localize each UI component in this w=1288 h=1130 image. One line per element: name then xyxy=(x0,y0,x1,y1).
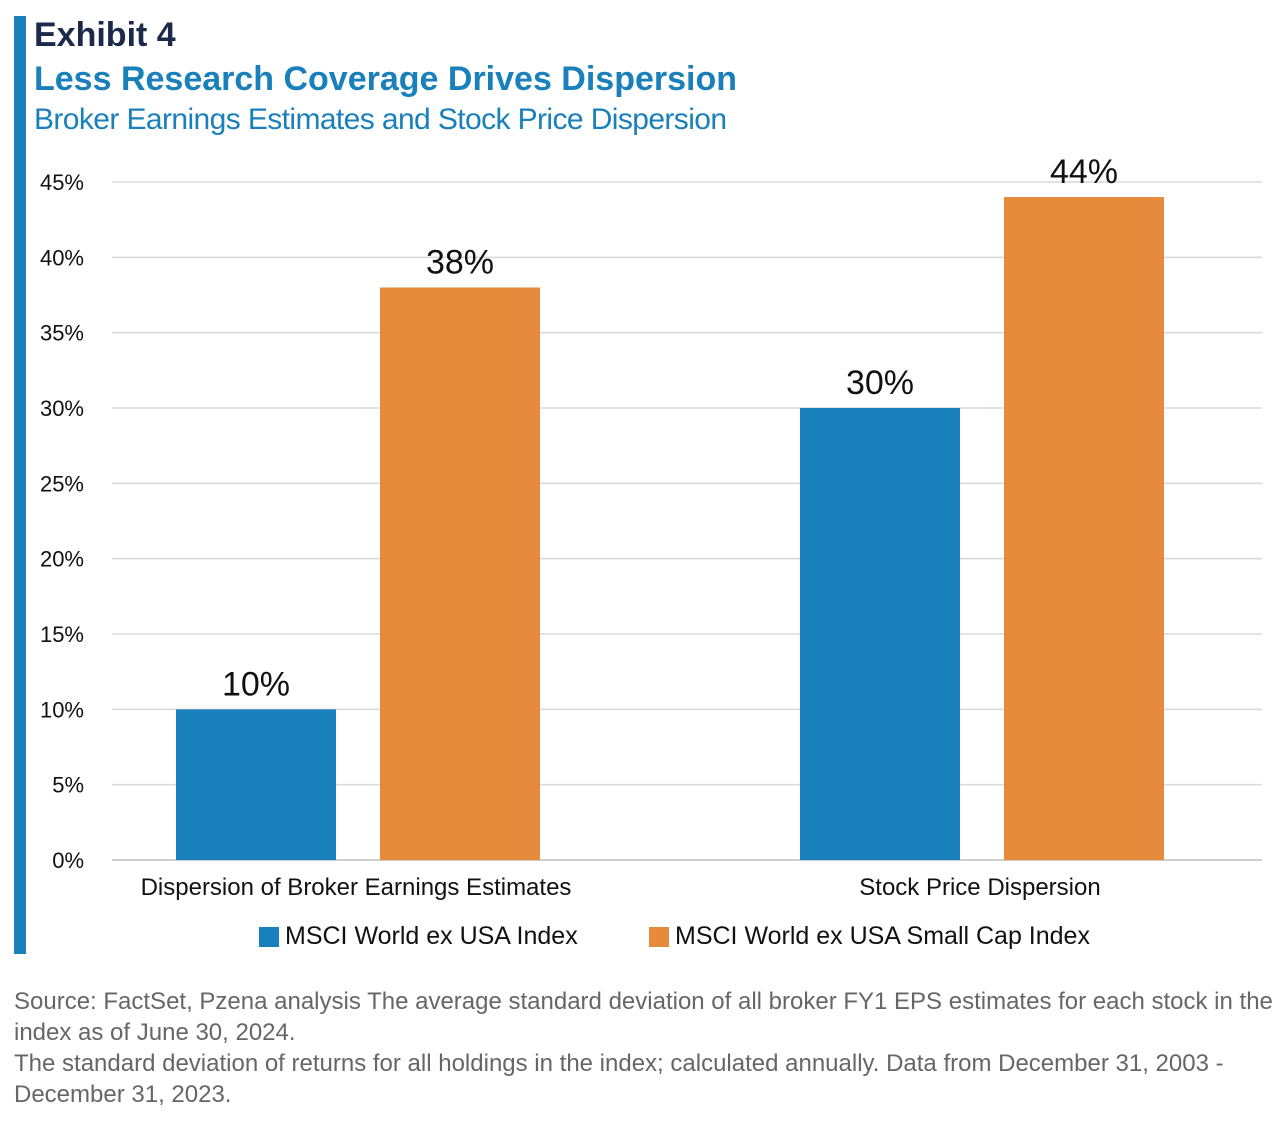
x-category-label: Dispersion of Broker Earnings Estimates xyxy=(141,874,572,901)
bar xyxy=(176,709,336,860)
accent-bar xyxy=(14,16,26,954)
footnote-methodology: The standard deviation of returns for al… xyxy=(14,1050,1224,1108)
bar xyxy=(1004,197,1164,861)
y-tick-label: 10% xyxy=(40,697,84,722)
data-label: 10% xyxy=(222,665,290,703)
x-category-label: Stock Price Dispersion xyxy=(859,874,1100,901)
y-tick-label: 5% xyxy=(52,773,84,798)
y-tick-label: 20% xyxy=(40,547,84,572)
data-label: 38% xyxy=(426,243,494,281)
bar xyxy=(800,408,960,860)
exhibit-label: Exhibit 4 xyxy=(34,16,176,54)
bar xyxy=(380,287,540,860)
y-tick-label: 40% xyxy=(40,245,84,270)
footnote: Source: FactSet, Pzena analysis The aver… xyxy=(14,986,1274,1110)
legend-item-msci-world-ex-usa: MSCI World ex USA Index xyxy=(259,922,578,951)
legend-swatch-blue xyxy=(259,926,279,947)
legend-label: MSCI World ex USA Index xyxy=(285,922,578,950)
y-tick-label: 45% xyxy=(40,170,84,195)
footnote-source: Source: FactSet, Pzena analysis The aver… xyxy=(14,988,1273,1046)
bar-chart: 0% 5% 10% 15% 20% 25% 30% 35% 40% 45% 10% 30% 38% 44%… xyxy=(40,153,1262,901)
chart-subtitle: Broker Earnings Estimates and Stock Pric… xyxy=(34,103,727,136)
y-tick-label: 35% xyxy=(40,321,84,346)
legend-swatch-orange xyxy=(649,926,669,947)
y-tick-label: 0% xyxy=(52,848,84,873)
y-tick-label: 15% xyxy=(40,622,84,647)
legend-item-msci-world-ex-usa-small-cap: MSCI World ex USA Small Cap Index xyxy=(649,922,1090,951)
y-tick-label: 25% xyxy=(40,471,84,496)
y-tick-label: 30% xyxy=(40,396,84,421)
data-label: 30% xyxy=(846,364,914,402)
legend: MSCI World ex USA Index MSCI World ex US… xyxy=(0,922,1288,956)
data-label: 44% xyxy=(1050,153,1118,191)
chart-title: Less Research Coverage Drives Dispersion xyxy=(34,60,738,98)
legend-label: MSCI World ex USA Small Cap Index xyxy=(675,922,1090,950)
